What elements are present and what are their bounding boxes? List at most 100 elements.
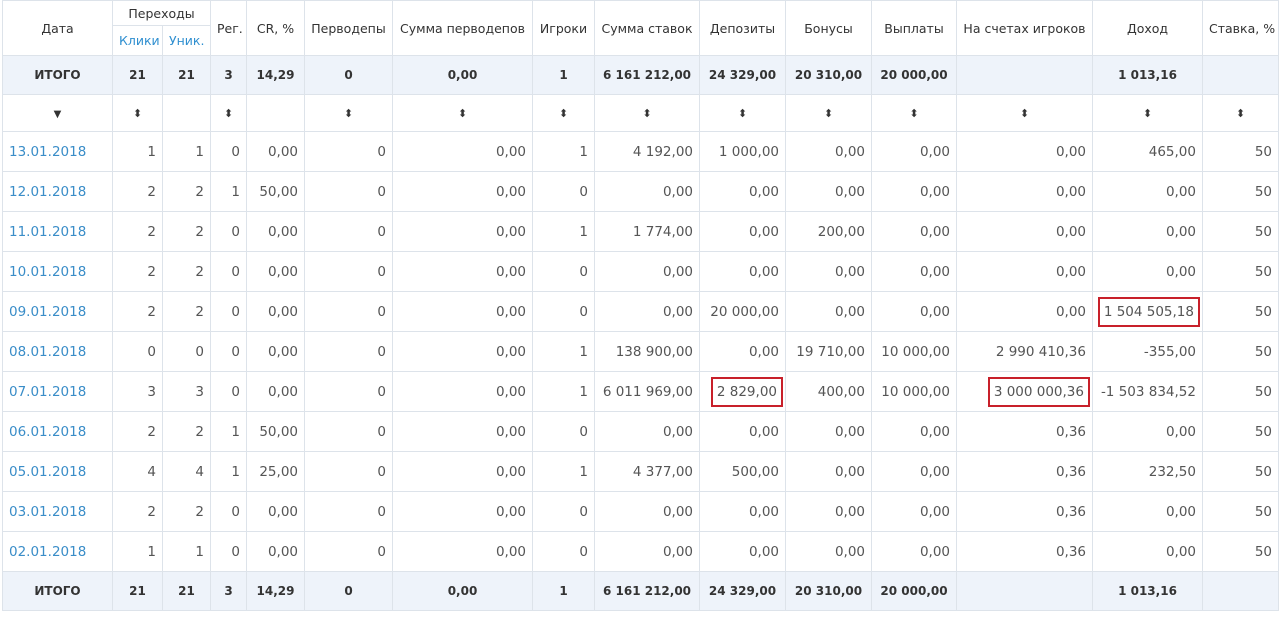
- cell-first-deps-sum: 0,00: [392, 531, 533, 572]
- sort-balances-icon[interactable]: ⬍: [1019, 106, 1030, 120]
- cell-income: 0,00: [1092, 491, 1203, 532]
- cell-unique: 2: [162, 171, 211, 212]
- cell-first-deps: 0: [304, 131, 393, 172]
- totals-deposits: 24 329,00: [699, 55, 786, 95]
- cell-bonuses: 0,00: [785, 291, 872, 332]
- cell-deposits: 0,00: [699, 211, 786, 252]
- date-link[interactable]: 03.01.2018: [9, 503, 87, 520]
- sort-first-deps-sum-icon[interactable]: ⬍: [457, 106, 468, 120]
- cell-income: 232,50: [1092, 451, 1203, 492]
- totals-first-deps-sum: 0,00: [392, 571, 533, 611]
- cell-first-deps-sum: 0,00: [392, 171, 533, 212]
- date-link[interactable]: 06.01.2018: [9, 423, 87, 440]
- header-bonuses[interactable]: Бонусы: [785, 0, 872, 56]
- cell-clicks: 2: [112, 171, 163, 212]
- header-players[interactable]: Игроки: [532, 0, 595, 56]
- cell-cr: 0,00: [246, 251, 305, 292]
- highlight-box: 1 504 505,18: [1097, 296, 1200, 327]
- totals-bonuses: 20 310,00: [785, 55, 872, 95]
- date-link[interactable]: 05.01.2018: [9, 463, 87, 480]
- sort-reg-icon[interactable]: ⬍: [223, 106, 234, 120]
- sort-first-deps-icon[interactable]: ⬍: [343, 106, 354, 120]
- cell-balances: 0,00: [956, 131, 1093, 172]
- totals-bets-sum: 6 161 212,00: [594, 55, 700, 95]
- cell-first-deps-sum: 0,00: [392, 131, 533, 172]
- sort-clicks-icon[interactable]: ⬍: [132, 106, 143, 120]
- totals-players: 1: [532, 55, 595, 95]
- table-row: 06.01.2018 2 2 1 50,00 0 0,00 0 0,00 0,0…: [2, 411, 1279, 452]
- header-first-deps[interactable]: Перводепы: [304, 0, 393, 56]
- totals-payouts: 20 000,00: [871, 55, 957, 95]
- cell-balances: 0,36: [956, 411, 1093, 452]
- sort-players-icon[interactable]: ⬍: [558, 106, 569, 120]
- cell-balances: 0,00: [956, 211, 1093, 252]
- cell-first-deps: 0: [304, 331, 393, 372]
- totals-bets-sum: 6 161 212,00: [594, 571, 700, 611]
- sort-rate-icon[interactable]: ⬍: [1235, 106, 1246, 120]
- cell-unique: 4: [162, 451, 211, 492]
- date-link[interactable]: 02.01.2018: [9, 543, 87, 560]
- cell-clicks: 1: [112, 131, 163, 172]
- cell-payouts: 0,00: [871, 291, 957, 332]
- totals-reg: 3: [210, 55, 247, 95]
- header-bets-sum[interactable]: Сумма ставок: [594, 0, 700, 56]
- cell-bets-sum: 0,00: [594, 411, 700, 452]
- sort-payouts-icon[interactable]: ⬍: [909, 106, 919, 120]
- cell-clicks: 4: [112, 451, 163, 492]
- header-date[interactable]: Дата: [2, 0, 113, 56]
- cell-payouts: 10 000,00: [871, 331, 957, 372]
- totals-payouts: 20 000,00: [871, 571, 957, 611]
- cell-payouts: 10 000,00: [871, 371, 957, 412]
- sort-desc-icon[interactable]: ▼: [53, 108, 62, 120]
- sort-income-icon[interactable]: ⬍: [1142, 106, 1153, 120]
- cell-reg: 0: [210, 531, 247, 572]
- cell-players: 0: [532, 491, 595, 532]
- header-unique[interactable]: Уник.: [162, 25, 211, 56]
- header-income[interactable]: Доход: [1092, 0, 1203, 56]
- sort-bets-sum-icon[interactable]: ⬍: [642, 106, 652, 120]
- cell-bonuses: 400,00: [785, 371, 872, 412]
- date-link[interactable]: 09.01.2018: [9, 303, 87, 320]
- cell-players: 1: [532, 371, 595, 412]
- header-clicks[interactable]: Клики: [112, 25, 163, 56]
- header-first-deps-sum[interactable]: Сумма перводепов: [392, 0, 533, 56]
- highlight-box: 2 829,00: [710, 376, 783, 407]
- header-payouts[interactable]: Выплаты: [871, 0, 957, 56]
- cell-income: 0,00: [1092, 531, 1203, 572]
- cell-clicks: 1: [112, 531, 163, 572]
- header-rate[interactable]: Ставка, %: [1202, 0, 1279, 56]
- sort-bonuses-icon[interactable]: ⬍: [823, 106, 834, 120]
- cell-players: 0: [532, 291, 595, 332]
- cell-bonuses: 0,00: [785, 171, 872, 212]
- cell-clicks: 3: [112, 371, 163, 412]
- date-link[interactable]: 07.01.2018: [9, 383, 87, 400]
- date-link[interactable]: 12.01.2018: [9, 183, 87, 200]
- cell-cr: 0,00: [246, 331, 305, 372]
- sort-deposits-icon[interactable]: ⬍: [737, 106, 748, 120]
- header-cr[interactable]: CR, %: [246, 0, 305, 56]
- cell-bets-sum: 4 377,00: [594, 451, 700, 492]
- cell-bets-sum: 0,00: [594, 171, 700, 212]
- date-link[interactable]: 13.01.2018: [9, 143, 87, 160]
- date-link[interactable]: 10.01.2018: [9, 263, 87, 280]
- header-deposits[interactable]: Депозиты: [699, 0, 786, 56]
- cell-players: 1: [532, 331, 595, 372]
- date-link[interactable]: 11.01.2018: [9, 223, 87, 240]
- cell-bets-sum: 0,00: [594, 491, 700, 532]
- header-balances[interactable]: На счетах игроков: [956, 0, 1093, 56]
- cell-cr: 0,00: [246, 131, 305, 172]
- cell-unique: 3: [162, 371, 211, 412]
- date-link[interactable]: 08.01.2018: [9, 343, 87, 360]
- totals-rate: [1202, 55, 1279, 95]
- cell-first-deps: 0: [304, 451, 393, 492]
- cell-unique: 0: [162, 331, 211, 372]
- cell-balances: 0,00: [956, 291, 1093, 332]
- cell-deposits-highlighted: 2 829,00: [699, 371, 786, 412]
- header-reg[interactable]: Рег.: [210, 0, 247, 56]
- totals-row-bottom: ИТОГО 21 21 3 14,29 0 0,00 1 6 161 212,0…: [2, 571, 1279, 611]
- cell-reg: 1: [210, 171, 247, 212]
- cell-cr: 50,00: [246, 171, 305, 212]
- cell-clicks: 2: [112, 491, 163, 532]
- cell-unique: 2: [162, 291, 211, 332]
